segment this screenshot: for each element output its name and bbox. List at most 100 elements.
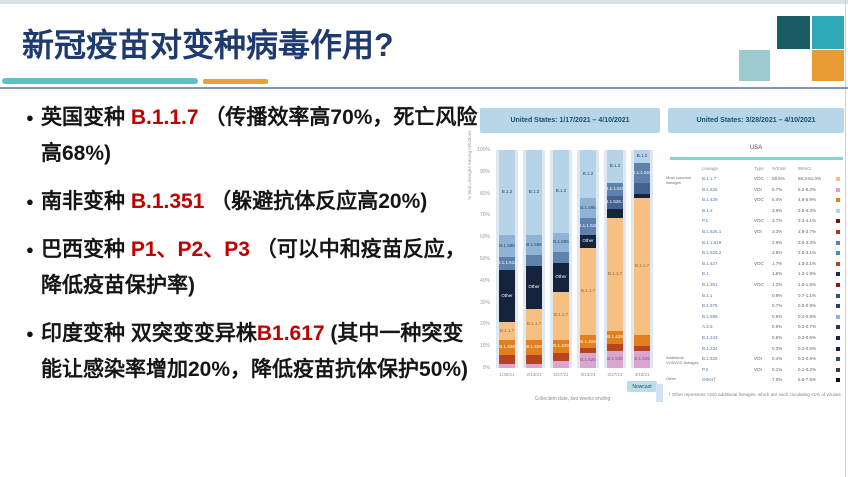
top-border bbox=[0, 0, 848, 4]
table-cell-tot: 0.7% bbox=[772, 303, 783, 309]
panel-edge-tab bbox=[656, 384, 663, 402]
table-cell-typ: VOI bbox=[754, 356, 762, 362]
bar-segment-B.1.427 bbox=[580, 348, 596, 353]
table-column-header: %Total bbox=[772, 166, 786, 171]
lineage-color-swatch bbox=[836, 314, 840, 319]
table-cell-tot: 0.6% bbox=[772, 313, 783, 319]
bar-segment-B.1.526: B.1.526 bbox=[607, 350, 623, 368]
bar-segment-B.1.427 bbox=[607, 344, 623, 351]
bar-segment-label: Other bbox=[501, 292, 513, 298]
table-footnote: † Other represents >220 additional linea… bbox=[668, 392, 842, 397]
bar-segment-B.1.596: B.1.596 bbox=[580, 197, 596, 218]
table-cell-tot: 0.5% bbox=[772, 335, 783, 340]
lineage-color-swatch bbox=[836, 240, 840, 245]
bar-segment-label: Other bbox=[528, 284, 540, 290]
table-cell-ci: 5.2-6.2% bbox=[798, 186, 817, 192]
y-tick-label: 90% bbox=[479, 168, 490, 175]
bar-segment-label: B.1.526.1 bbox=[607, 199, 623, 205]
table-cell-tot: 5.4% bbox=[772, 197, 783, 203]
lineage-color-swatch bbox=[836, 230, 840, 234]
row-group-label: Other bbox=[666, 376, 677, 382]
table-cell-ci: 0.2-0.5% bbox=[798, 345, 817, 351]
bar-segment-Other: Other bbox=[526, 265, 542, 310]
bar-segment-Other bbox=[607, 208, 623, 218]
table-cell-tot: 5.7% bbox=[772, 186, 783, 192]
table-cell-typ: VOI bbox=[754, 366, 762, 372]
bar-segment-B.1.2: B.1.2 bbox=[607, 150, 623, 183]
table-cell-tot: 0.1% bbox=[772, 366, 783, 372]
bar-segment-B.1.427 bbox=[499, 354, 515, 364]
table-cell-tot: 0.5% bbox=[772, 324, 783, 330]
bullet-text-segment: B.1.1.7 bbox=[130, 106, 199, 129]
x-tick-label: 2/27/21 bbox=[553, 372, 569, 377]
lineage-color-swatch bbox=[836, 378, 840, 383]
table-cell-lin: B.1.1.519 bbox=[702, 239, 722, 245]
table-cell-lin: Other† bbox=[702, 377, 716, 383]
bar-segment-B.1.1.519: B.1.1.519 bbox=[580, 217, 596, 236]
bar-segment-B.1.1.7: B.1.1.7 bbox=[526, 309, 542, 340]
table-cell-ci: 0.5-0.9% bbox=[798, 303, 817, 309]
table-cell-ci: 1.3-2.1% bbox=[798, 260, 817, 266]
y-tick-label: 20% bbox=[479, 321, 490, 328]
bar-segment-label: B.1.596 bbox=[499, 242, 515, 248]
bullet-item-4: ● 印度变种 双突变变异株B1.617 (其中一种突变能让感染率增加20%，降低疫… bbox=[26, 316, 478, 388]
bar-segment-B.1.526 bbox=[499, 363, 515, 368]
table-cell-ci: 0.4-0.8% bbox=[798, 313, 817, 319]
x-axis-caption: Collection date, two weeks ending bbox=[534, 396, 611, 402]
y-tick-label: 40% bbox=[479, 277, 490, 284]
bar-segment-label: B.1.1.519 bbox=[499, 260, 515, 266]
lineage-color-swatch bbox=[836, 304, 840, 309]
bar-segment-B.1.2: B.1.2 bbox=[499, 150, 515, 236]
bar-segment-B.1.526.1: B.1.526.1 bbox=[607, 195, 623, 209]
x-tick-label: 4/10/21 bbox=[634, 372, 650, 377]
table-title-rule bbox=[670, 157, 843, 160]
bar-segment-label: B.1.1.7 bbox=[607, 271, 623, 276]
table-title: USA bbox=[749, 145, 763, 151]
bar-segment-label: B.1.1.7 bbox=[580, 288, 596, 294]
table-cell-lin: B.1.1.7 bbox=[702, 176, 717, 181]
bar-segment-label: B.1.429 bbox=[607, 334, 623, 340]
bar-segment-label: B.1.2 bbox=[555, 188, 567, 194]
bar-segment-B.1.1.519: B.1.1.519 bbox=[499, 256, 515, 270]
table-cell-lin: B.1.526 bbox=[702, 186, 718, 192]
table-cell-lin: P.1 bbox=[702, 218, 709, 224]
table-cell-tot: 1.2% bbox=[772, 282, 783, 287]
bar-segment-B.1.429 bbox=[634, 335, 650, 347]
table-cell-lin: B.1.351 bbox=[702, 282, 718, 287]
right-border bbox=[845, 0, 846, 477]
lineage-color-swatch bbox=[836, 357, 840, 362]
bullet-list: ● 英国变种 B.1.1.7 （传播效率高70%，死亡风险高68%) ● 南非变种 B… bbox=[26, 100, 478, 400]
bullet-marker: ● bbox=[26, 326, 34, 341]
bar-segment-label: B.1.526 bbox=[634, 356, 650, 362]
bar-segment-label: B.1.596 bbox=[526, 241, 542, 247]
bar-segment-label: B.1.1.7 bbox=[634, 263, 650, 269]
bar-segment-B.1.429: B.1.429 bbox=[499, 339, 515, 355]
lineage-color-swatch bbox=[836, 187, 840, 192]
table-cell-lin: B.1.243 bbox=[702, 335, 718, 340]
bar-segment-B.1.1.519 bbox=[526, 254, 542, 266]
bar-segment-label: Other bbox=[582, 238, 594, 244]
table-cell-ci: 3.6-4.3% bbox=[798, 207, 817, 213]
bar-segment-Other: Other bbox=[553, 263, 569, 292]
bar-segment-label: B.1.2 bbox=[528, 189, 540, 195]
y-tick-label: 80% bbox=[479, 190, 490, 197]
bar-segment-label: B.1.429 bbox=[499, 344, 515, 350]
slide-title: 新冠疫苗对变种病毒作用? bbox=[22, 27, 394, 63]
table-cell-ci: 3.3-4.1% bbox=[798, 218, 817, 224]
x-tick-label: 2/13/21 bbox=[526, 372, 542, 377]
bullet-item-1: ● 英国变种 B.1.1.7 （传播效率高70%，死亡风险高68%) bbox=[26, 100, 478, 172]
lineage-color-swatch bbox=[836, 336, 840, 340]
table-cell-ci: 0.3-0.6% bbox=[798, 356, 817, 362]
table-cell-ci: 58.3-61.0% bbox=[798, 176, 822, 181]
bullet-text-segment: 巴西变种 bbox=[41, 238, 131, 261]
table-cell-lin: P.2 bbox=[702, 366, 709, 372]
table-cell-typ: VOI bbox=[754, 229, 762, 234]
bar-segment-B.1.526.1 bbox=[634, 182, 650, 194]
table-column-header: Lineage bbox=[702, 166, 719, 171]
bullet-text-segment: 印度变种 双突变变异株 bbox=[41, 322, 257, 345]
bullet-text-segment: 英国变种 bbox=[41, 106, 131, 129]
table-cell-tot: 3.7% bbox=[772, 218, 783, 224]
bar-segment-label: B.1.526 bbox=[607, 356, 623, 362]
table-cell-lin: B.1 bbox=[702, 271, 709, 277]
